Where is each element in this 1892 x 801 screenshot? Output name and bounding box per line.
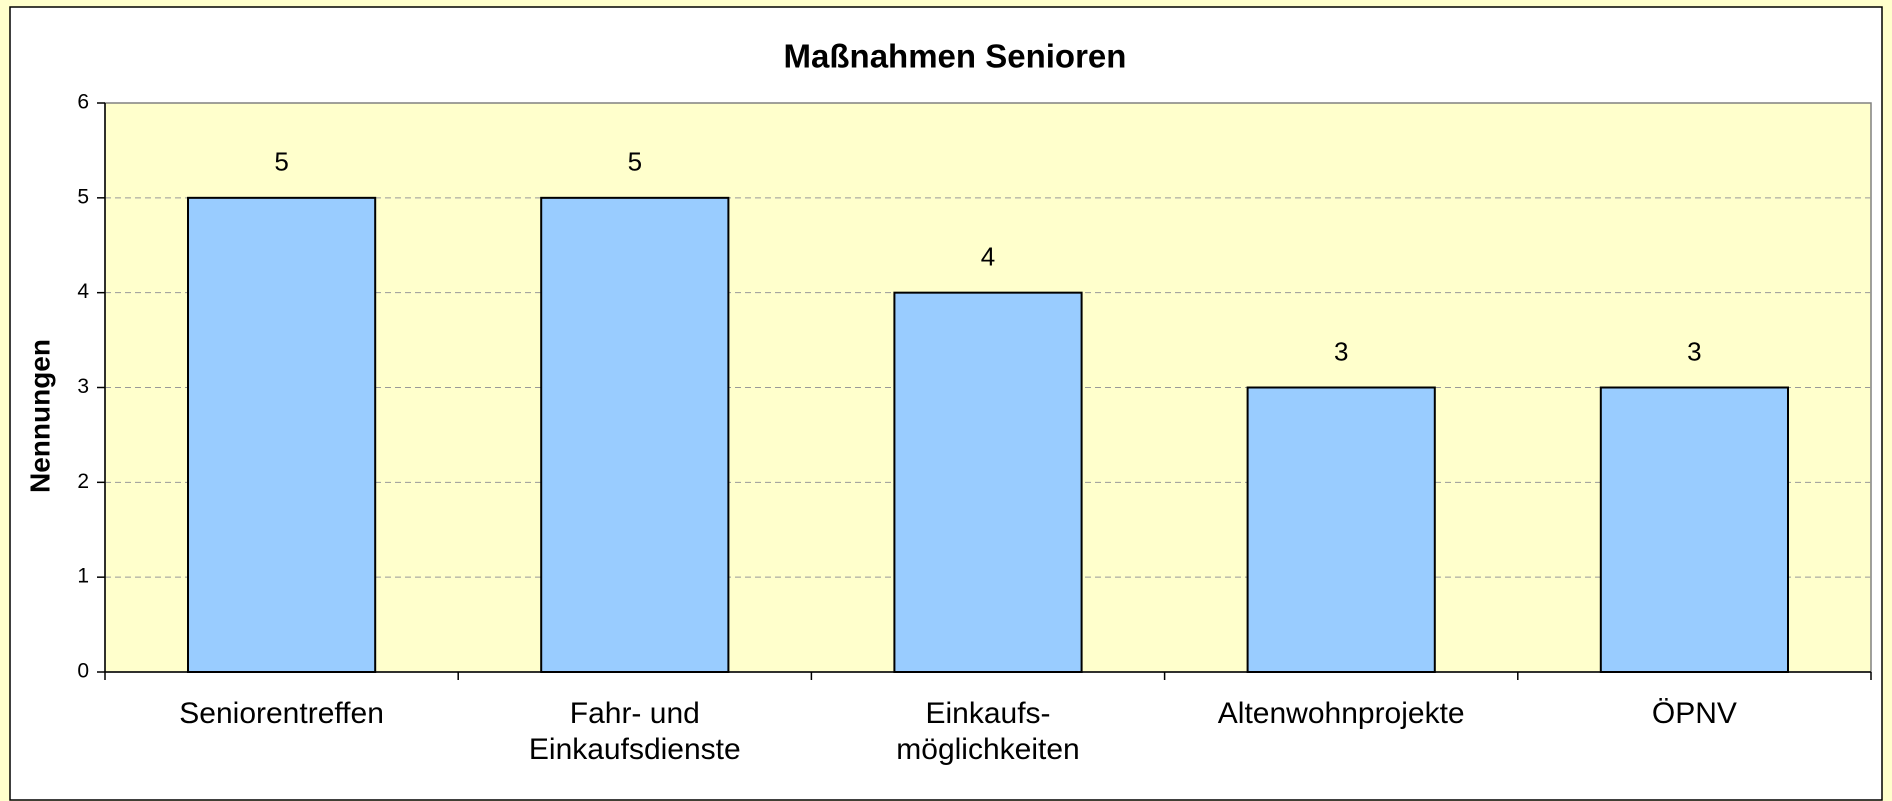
y-tick-label: 2 bbox=[77, 470, 89, 493]
y-tick-label: 0 bbox=[77, 660, 89, 683]
value-label: 5 bbox=[274, 147, 288, 177]
x-tick-label: Fahr- und Einkaufsdienste bbox=[529, 697, 741, 766]
value-label: 5 bbox=[628, 147, 642, 177]
bar bbox=[893, 291, 1083, 673]
value-label: 4 bbox=[981, 242, 995, 272]
x-tick-label: ÖPNV bbox=[1652, 697, 1737, 730]
y-tick-label: 1 bbox=[77, 565, 89, 588]
y-tick-label: 4 bbox=[77, 280, 89, 303]
bar bbox=[540, 196, 730, 673]
x-tick-label: Seniorentreffen bbox=[179, 697, 384, 730]
y-tick-label: 6 bbox=[77, 91, 89, 114]
bar bbox=[1246, 386, 1436, 673]
x-tick-label: Einkaufs-möglichkeiten bbox=[896, 697, 1079, 766]
bar bbox=[187, 196, 377, 673]
value-label: 3 bbox=[1334, 336, 1348, 366]
y-axis-label: Nennungen bbox=[24, 339, 55, 493]
bar bbox=[1599, 386, 1789, 673]
y-tick-label: 3 bbox=[77, 375, 89, 398]
chart-title: Maßnahmen Senioren bbox=[784, 38, 1127, 75]
y-tick-label: 5 bbox=[77, 185, 89, 208]
x-tick-label: Altenwohnprojekte bbox=[1218, 697, 1465, 730]
value-label: 3 bbox=[1687, 336, 1701, 366]
